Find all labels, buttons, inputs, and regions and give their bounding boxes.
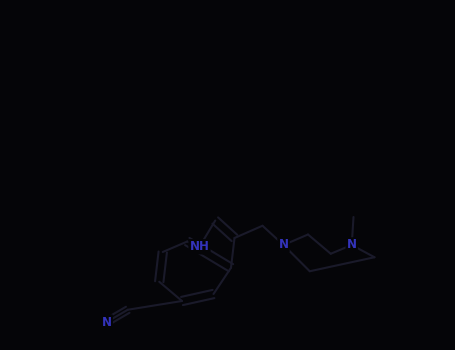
Text: N: N (347, 238, 357, 252)
Text: NH: NH (190, 240, 209, 253)
Text: N: N (278, 238, 288, 252)
Text: N: N (102, 315, 112, 329)
